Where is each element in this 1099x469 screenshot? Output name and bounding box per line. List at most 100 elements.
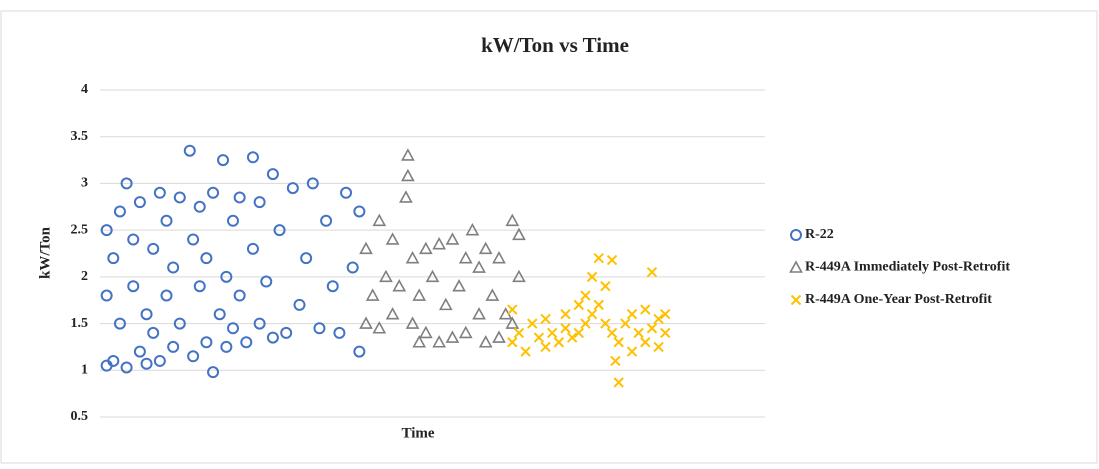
point xyxy=(372,321,387,334)
point xyxy=(610,355,621,367)
point xyxy=(385,307,400,320)
point xyxy=(313,322,326,335)
point xyxy=(353,345,366,358)
point xyxy=(573,299,585,311)
point xyxy=(600,318,611,329)
point xyxy=(167,261,180,274)
point xyxy=(660,327,671,339)
chart-border xyxy=(0,10,1098,464)
y-tick-label: 2.5 xyxy=(71,222,89,237)
point xyxy=(372,213,387,227)
point xyxy=(266,331,279,344)
point xyxy=(113,205,126,218)
point xyxy=(580,318,591,329)
point xyxy=(553,337,565,348)
point xyxy=(227,322,239,335)
point xyxy=(140,308,153,321)
point xyxy=(412,335,427,348)
point xyxy=(193,200,206,213)
point xyxy=(127,233,140,246)
point xyxy=(505,213,520,227)
point xyxy=(240,336,253,349)
point xyxy=(513,327,525,339)
point xyxy=(346,261,359,274)
point xyxy=(260,275,273,288)
point xyxy=(412,288,427,301)
y-tick-label: 1 xyxy=(81,363,88,378)
legend-marker xyxy=(789,260,803,273)
point xyxy=(253,196,266,209)
point xyxy=(405,316,420,329)
point xyxy=(120,361,133,374)
point xyxy=(207,186,220,199)
point xyxy=(580,290,591,301)
point xyxy=(640,304,651,315)
y-tick-label: 3 xyxy=(81,176,88,191)
point xyxy=(140,357,153,370)
y-tick-label: 2 xyxy=(81,269,88,284)
point xyxy=(418,325,433,339)
point xyxy=(445,330,460,343)
legend-marker xyxy=(790,229,802,241)
point xyxy=(540,341,551,353)
point xyxy=(379,269,393,283)
point xyxy=(107,354,120,367)
point xyxy=(220,270,233,283)
point xyxy=(478,335,493,348)
point xyxy=(227,214,239,227)
point xyxy=(385,232,400,245)
point xyxy=(600,280,611,292)
point xyxy=(512,269,526,283)
point xyxy=(626,346,638,357)
point xyxy=(392,279,407,292)
point xyxy=(613,377,624,388)
point xyxy=(326,280,339,293)
point xyxy=(505,316,520,329)
point xyxy=(540,313,551,325)
point xyxy=(173,317,186,330)
point xyxy=(507,304,518,315)
point xyxy=(147,326,160,339)
series xyxy=(359,148,526,348)
point xyxy=(233,191,246,204)
point xyxy=(293,298,306,311)
point xyxy=(167,340,180,353)
point xyxy=(560,323,571,334)
point xyxy=(432,335,447,348)
point xyxy=(173,191,186,204)
point xyxy=(127,280,140,293)
point xyxy=(153,186,166,199)
point xyxy=(586,271,598,283)
point xyxy=(333,326,346,339)
series xyxy=(100,144,366,379)
point xyxy=(485,288,500,301)
legend-label: R-449A One-Year Post-Retrofit xyxy=(805,292,992,307)
point xyxy=(401,168,415,182)
point xyxy=(200,252,213,265)
point xyxy=(160,289,173,302)
point xyxy=(300,252,313,265)
point xyxy=(613,337,624,348)
legend-marker xyxy=(790,294,802,306)
point xyxy=(660,309,671,320)
point xyxy=(399,190,413,203)
point xyxy=(533,332,545,343)
point xyxy=(359,241,373,255)
point xyxy=(425,269,440,283)
point xyxy=(133,345,146,358)
point xyxy=(401,148,415,161)
point xyxy=(432,236,447,250)
point xyxy=(353,205,366,218)
point xyxy=(217,154,230,167)
point xyxy=(160,214,173,227)
point xyxy=(193,280,206,293)
y-tick-label: 4 xyxy=(81,82,88,97)
point xyxy=(280,326,293,339)
point xyxy=(472,307,486,320)
point xyxy=(465,222,480,236)
point xyxy=(653,341,664,353)
point xyxy=(472,260,486,273)
point xyxy=(220,340,233,353)
